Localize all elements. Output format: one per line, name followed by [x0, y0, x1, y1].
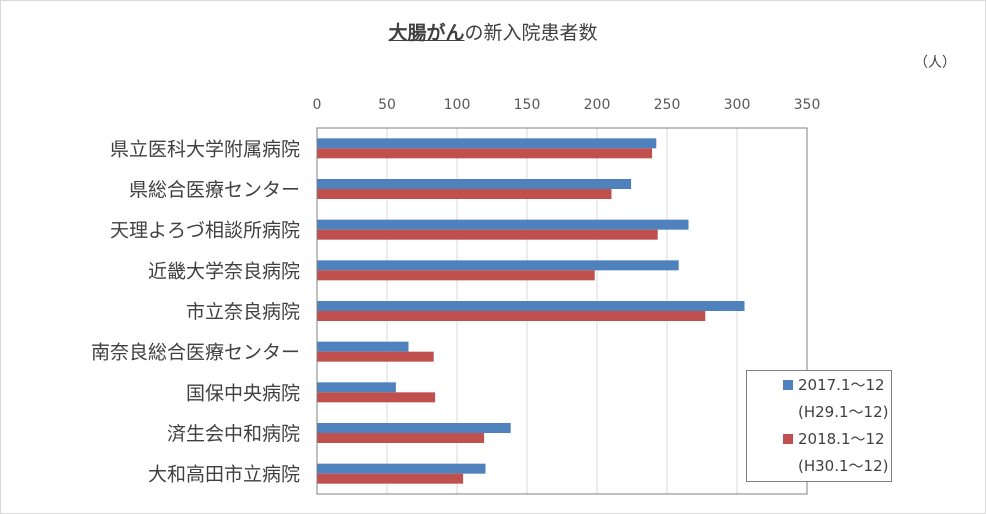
x-tick-label: 50 — [378, 97, 396, 113]
legend-swatch-2018 — [783, 433, 793, 444]
legend-sub-2018: (H30.1～12) — [798, 457, 889, 475]
bar-2017 — [317, 463, 486, 474]
bar-2018 — [317, 473, 464, 484]
legend-item-2018: 2018.1～12 — [747, 425, 891, 452]
legend-swatch-2017 — [783, 379, 793, 390]
x-tick-label: 0 — [313, 97, 322, 113]
bar-2017 — [317, 301, 745, 311]
bar-2017 — [317, 138, 657, 149]
bar-2018 — [317, 270, 595, 281]
chart-title-rest: の新入院患者数 — [464, 22, 598, 44]
chart-title-emphasis: 大腸がん — [388, 22, 465, 44]
bar-2017 — [317, 219, 689, 230]
category-label: 近畿大学奈良病院 — [148, 260, 300, 282]
legend-sub-2017: (H29.1～12) — [798, 403, 889, 421]
category-label: 大和高田市立病院 — [148, 464, 300, 486]
bar-2018 — [317, 351, 434, 362]
category-label: 県立医科大学附属病院 — [110, 138, 300, 160]
legend-label-2018: 2018.1～12 — [798, 430, 885, 448]
x-tick-label: 350 — [794, 97, 821, 113]
plot-area — [316, 127, 808, 495]
category-label: 県総合医療センター — [129, 179, 300, 201]
category-label: 市立奈良病院 — [186, 301, 300, 323]
bar-2018 — [317, 148, 653, 159]
bar-2018 — [317, 229, 658, 240]
x-tick-label: 100 — [444, 97, 471, 113]
bar-2017 — [317, 423, 511, 433]
category-label: 南奈良総合医療センター — [91, 342, 300, 364]
bar-2017 — [317, 260, 679, 271]
unit-label: （人） — [914, 55, 956, 71]
legend-label-2017: 2017.1～12 — [798, 376, 885, 394]
bar-2018 — [317, 392, 436, 403]
bar-2018 — [317, 189, 612, 199]
x-tick-label: 200 — [584, 97, 611, 113]
bar-2018 — [317, 433, 485, 443]
category-label: 天理よろづ相談所病院 — [110, 220, 300, 242]
bar-2018 — [317, 311, 706, 321]
legend: 2017.1～12 (H29.1～12) 2018.1～12 (H30.1～12… — [746, 370, 892, 482]
x-tick-label: 300 — [724, 97, 751, 113]
bar-2017 — [317, 382, 396, 393]
category-label: 国保中央病院 — [186, 382, 300, 404]
category-label: 済生会中和病院 — [167, 423, 300, 445]
chart-title: 大腸がんの新入院患者数 — [0, 18, 986, 45]
legend-item-2017: 2017.1～12 — [747, 371, 891, 398]
x-tick-label: 250 — [654, 97, 681, 113]
bar-2017 — [317, 341, 409, 352]
x-tick-label: 150 — [514, 97, 541, 113]
bar-2017 — [317, 179, 632, 189]
